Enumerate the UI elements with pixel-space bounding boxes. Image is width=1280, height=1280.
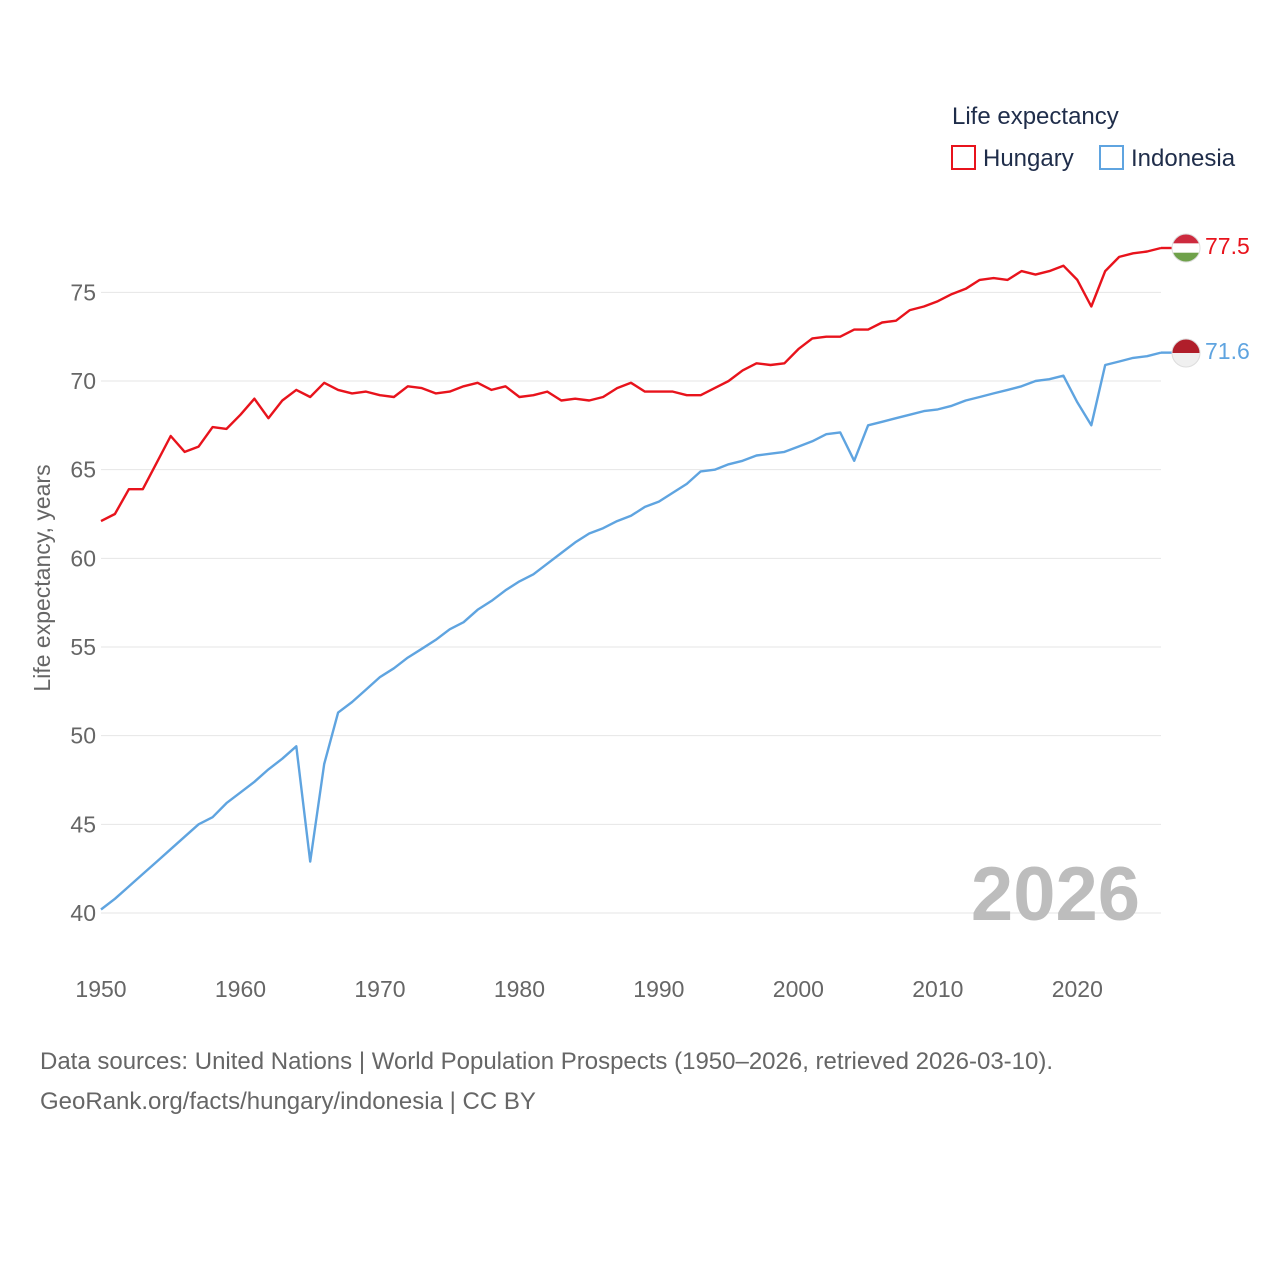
y-tick-label-70: 70 [70,368,96,394]
indonesia-end-value: 71.6 [1205,338,1250,364]
legend-label-indonesia[interactable]: Indonesia [1131,145,1236,172]
y-tick-label-60: 60 [70,545,96,571]
hungary-flag-border [1171,233,1201,263]
x-tick-label-1950: 1950 [75,976,126,1002]
y-tick-label-40: 40 [70,900,96,926]
x-tick-label-2000: 2000 [773,976,824,1002]
indonesia-flag-icon [1172,339,1200,367]
series-lines [100,246,1172,911]
hungary-flag-icon [1172,234,1200,262]
x-tick-label-2010: 2010 [912,976,963,1002]
y-tick-label-55: 55 [70,634,96,660]
x-tick-label-1970: 1970 [354,976,405,1002]
source-note: Data sources: United Nations | World Pop… [40,1042,1053,1122]
x-tick-label-1960: 1960 [215,976,266,1002]
series-line-indonesia[interactable] [100,351,1162,911]
y-tick-label-50: 50 [70,723,96,749]
legend-swatch-hungary[interactable] [951,145,976,170]
legend-swatch-indonesia[interactable] [1099,145,1124,170]
year-watermark: 2026 [971,852,1140,937]
x-tick-label-2020: 2020 [1052,976,1103,1002]
source-line: Data sources: United Nations | World Pop… [40,1048,1054,1075]
x-tick-label-1990: 1990 [633,976,684,1002]
y-axis-ticks: 40 45 50 55 60 65 70 75 [70,279,96,926]
gridlines [101,291,1161,914]
y-tick-label-45: 45 [70,811,96,837]
x-axis-ticks: 1950 1960 1970 1980 1990 2000 2010 2020 [75,976,1102,1002]
legend-label-hungary[interactable]: Hungary [983,145,1074,172]
x-tick-label-1980: 1980 [494,976,545,1002]
credit-line: GeoRank.org/facts/hungary/indonesia | CC… [40,1088,536,1115]
y-tick-label-75: 75 [70,279,96,305]
y-tick-label-65: 65 [70,457,96,483]
indonesia-flag-border [1171,338,1201,368]
series-line-hungary[interactable] [100,246,1162,523]
legend: Life expectancy Hungary Indonesia [951,103,1236,172]
y-axis-label: Life expectancy, years [29,464,55,691]
legend-title: Life expectancy [952,103,1119,130]
hungary-end-value: 77.5 [1205,233,1250,259]
